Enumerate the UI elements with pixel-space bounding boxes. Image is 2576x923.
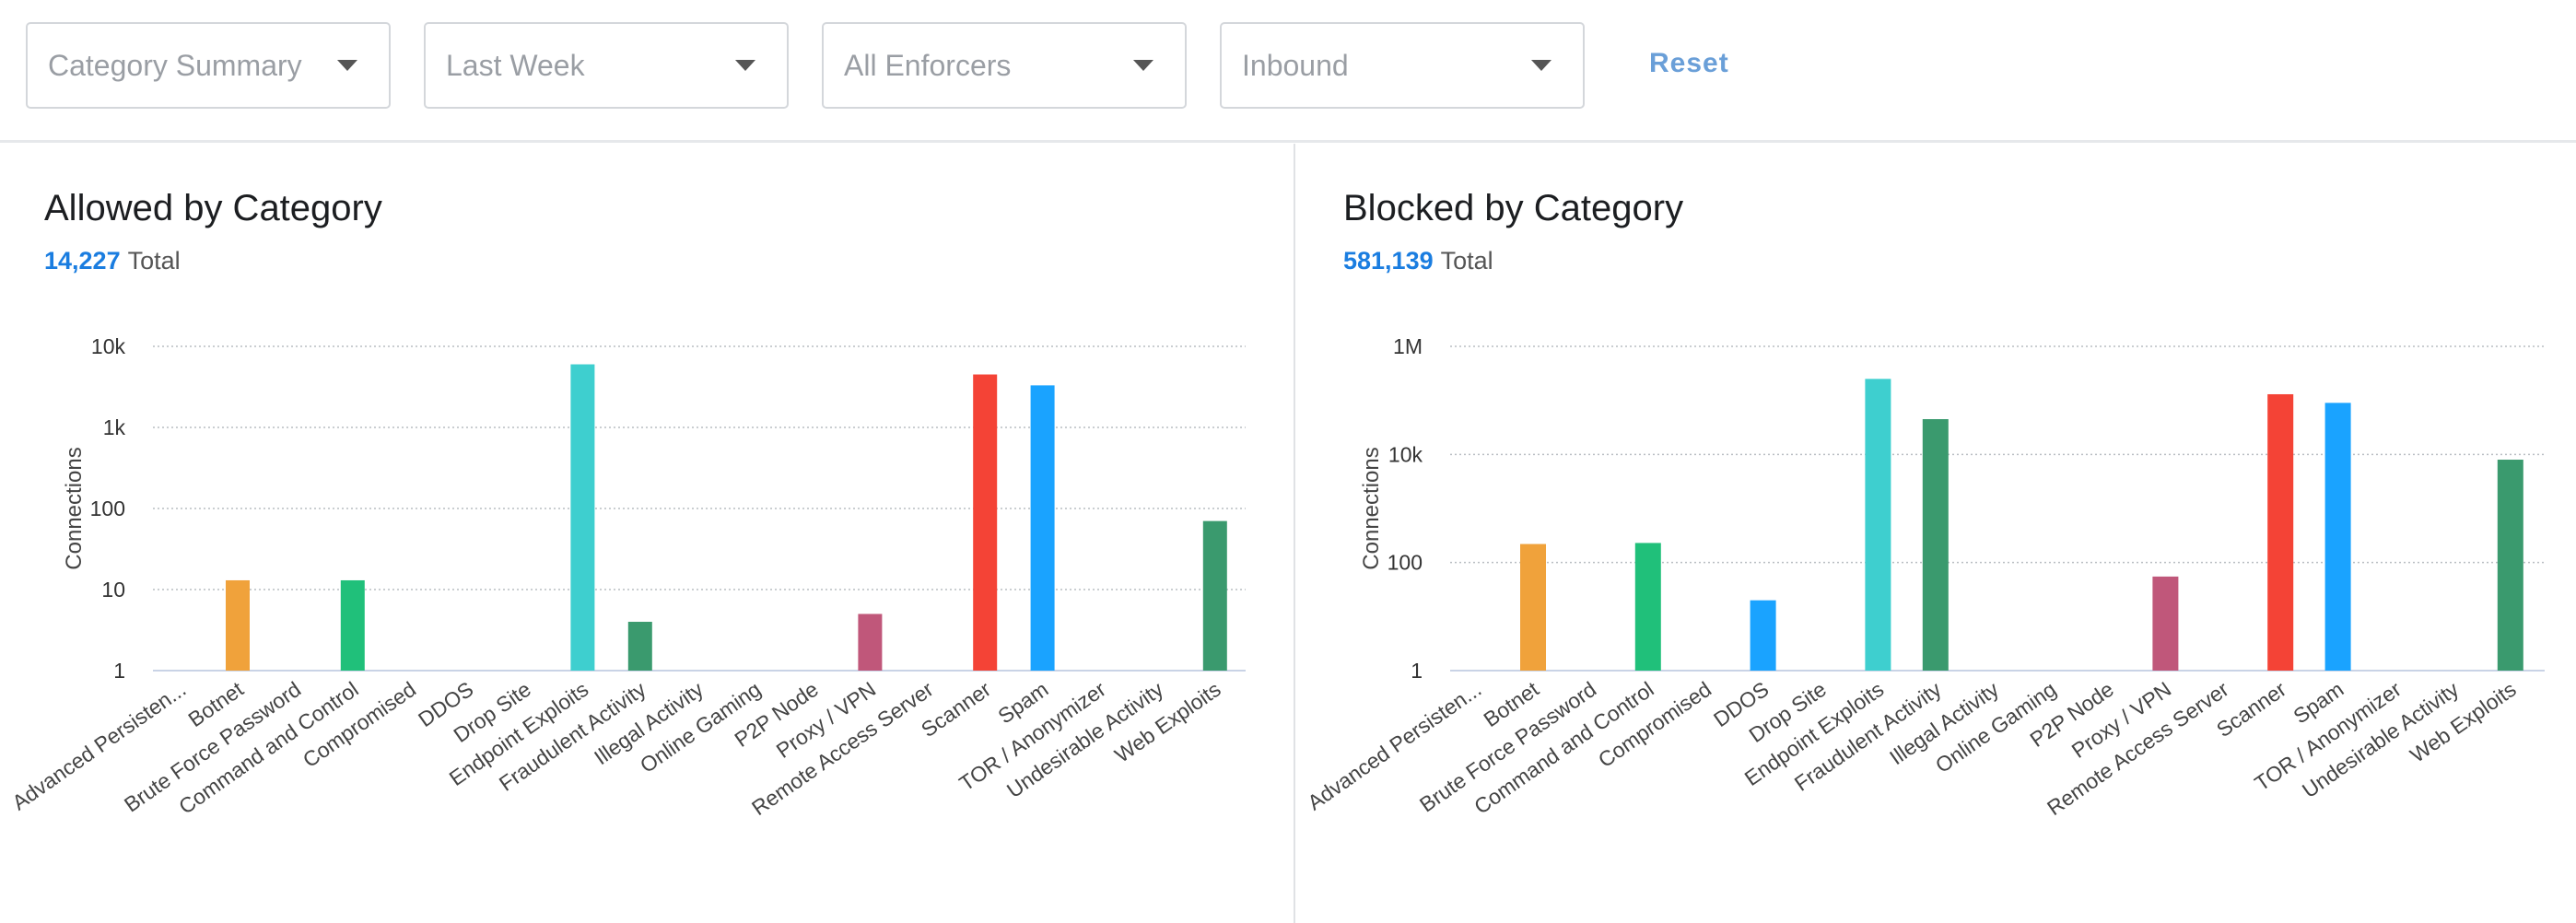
- bar: [2324, 403, 2351, 671]
- y-axis-label: Connections: [62, 447, 87, 569]
- period-dropdown-value: Last Week: [446, 49, 585, 82]
- panel-title: Allowed by Category: [44, 188, 382, 228]
- filter-bar: Category Summary Last Week All Enforcers…: [0, 0, 2576, 143]
- y-tick-label: 100: [1388, 551, 1423, 575]
- chevron-down-icon: [735, 60, 755, 71]
- y-tick-label: 100: [90, 497, 125, 520]
- bar: [1634, 543, 1661, 671]
- blocked-panel: Blocked by Category 581,139 Total 1 100 10k…: [1295, 144, 2576, 923]
- y-tick-label: 10: [101, 578, 125, 602]
- bar: [1202, 520, 1227, 671]
- view-dropdown-value: Category Summary: [48, 49, 302, 82]
- chevron-down-icon: [1531, 60, 1551, 71]
- bar: [2267, 393, 2294, 671]
- total-label: Total: [1440, 247, 1493, 275]
- bar: [226, 579, 250, 671]
- y-tick-label: 1: [113, 659, 125, 683]
- total-count: 14,227: [44, 247, 121, 275]
- chevron-down-icon: [1133, 60, 1153, 71]
- panel-total: 14,227 Total: [44, 247, 181, 275]
- bar: [340, 579, 365, 671]
- reset-button[interactable]: Reset: [1649, 48, 1729, 78]
- bar: [627, 622, 652, 671]
- bar: [858, 613, 883, 671]
- y-tick-label: 1k: [103, 415, 126, 439]
- view-dropdown[interactable]: Category Summary: [26, 22, 391, 109]
- bar: [973, 374, 998, 671]
- panel-title: Blocked by Category: [1343, 188, 1684, 228]
- bar: [1520, 543, 1546, 671]
- bar: [1750, 600, 1776, 671]
- y-tick-label: 1M: [1393, 334, 1423, 358]
- y-axis-label: Connections: [1359, 447, 1384, 569]
- panel-divider: [1294, 144, 1295, 923]
- y-tick-label: 10k: [1388, 442, 1423, 466]
- bar: [1922, 419, 1949, 671]
- enforcer-dropdown[interactable]: All Enforcers: [822, 22, 1187, 109]
- direction-dropdown-value: Inbound: [1242, 49, 1349, 82]
- total-label: Total: [127, 247, 181, 275]
- bar: [2152, 576, 2179, 671]
- period-dropdown[interactable]: Last Week: [424, 22, 789, 109]
- enforcer-dropdown-value: All Enforcers: [844, 49, 1012, 82]
- bar: [1030, 385, 1055, 671]
- panel-total: 581,139 Total: [1343, 247, 1493, 275]
- bar: [570, 364, 595, 671]
- bar: [2497, 460, 2523, 671]
- chevron-down-icon: [337, 60, 357, 71]
- allowed-panel: Allowed by Category 14,227 Total 1 10 100 1k…: [0, 144, 1294, 923]
- bar: [1865, 379, 1891, 671]
- total-count: 581,139: [1343, 247, 1434, 275]
- direction-dropdown[interactable]: Inbound: [1220, 22, 1585, 109]
- y-tick-label: 1: [1411, 659, 1423, 683]
- y-tick-label: 10k: [91, 334, 126, 358]
